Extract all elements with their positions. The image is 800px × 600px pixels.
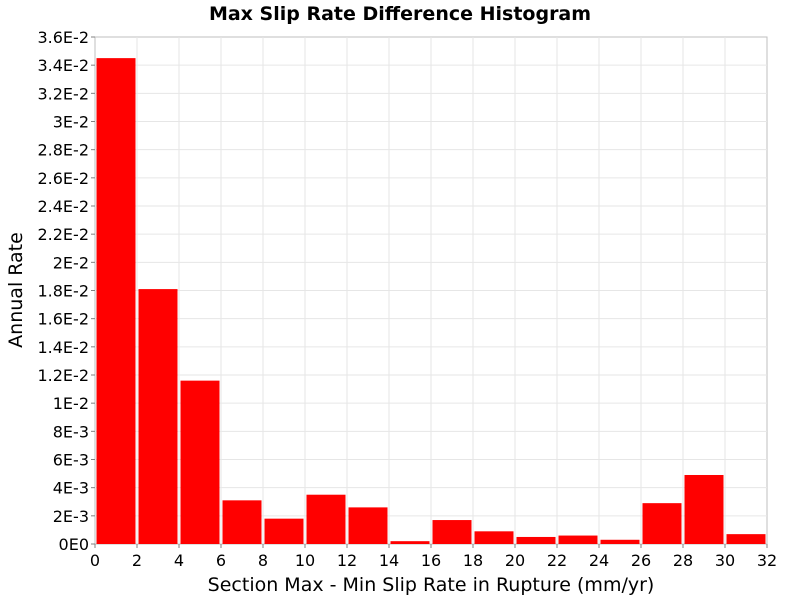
histogram-bar	[684, 474, 724, 544]
y-tick-label: 4E-3	[53, 479, 89, 498]
x-tick-label: 20	[505, 551, 525, 570]
y-tick-label: 8E-3	[53, 422, 89, 441]
histogram-bar	[600, 539, 640, 544]
x-tick-label: 14	[379, 551, 399, 570]
x-tick-label: 32	[757, 551, 777, 570]
x-tick-label: 18	[463, 551, 483, 570]
x-tick-label: 0	[90, 551, 100, 570]
y-tick-label: 3.6E-2	[37, 28, 89, 47]
x-tick-label: 6	[216, 551, 226, 570]
histogram-bar	[516, 536, 556, 544]
bars	[96, 58, 766, 544]
histogram-bar	[558, 535, 598, 544]
histogram-bar	[264, 518, 304, 544]
y-tick-label: 2.2E-2	[37, 225, 89, 244]
histogram-bar	[726, 534, 766, 544]
histogram-bar	[432, 520, 472, 544]
y-tick-label: 0E0	[59, 535, 89, 554]
histogram-bar	[390, 541, 430, 544]
x-tick-label: 8	[258, 551, 268, 570]
y-tick-label: 1.2E-2	[37, 366, 89, 385]
x-tick-label: 10	[295, 551, 315, 570]
y-tick-label: 6E-3	[53, 451, 89, 470]
histogram-bar	[642, 503, 682, 544]
x-tick-label: 28	[673, 551, 693, 570]
histogram-bar	[474, 531, 514, 544]
y-tick-label: 3.2E-2	[37, 84, 89, 103]
y-tick-label: 1.4E-2	[37, 338, 89, 357]
y-axis-label: Annual Rate	[5, 232, 27, 348]
y-tick-label: 2.4E-2	[37, 197, 89, 216]
histogram-bar	[180, 380, 220, 544]
y-tick-label: 3E-2	[53, 113, 89, 132]
x-tick-label: 26	[631, 551, 651, 570]
x-tick-label: 30	[715, 551, 735, 570]
x-axis-label: Section Max - Min Slip Rate in Rupture (…	[208, 574, 655, 596]
y-tick-label: 1.8E-2	[37, 282, 89, 301]
histogram-bar	[138, 289, 178, 544]
histogram-bar	[222, 500, 262, 544]
x-tick-label: 4	[174, 551, 184, 570]
x-tick-label: 12	[337, 551, 357, 570]
chart-title: Max Slip Rate Difference Histogram	[209, 3, 591, 25]
x-tick-label: 16	[421, 551, 441, 570]
y-tick-label: 2E-2	[53, 253, 89, 272]
y-tick-label: 1E-2	[53, 394, 89, 413]
histogram-bar	[348, 507, 388, 544]
y-tick-label: 3.4E-2	[37, 56, 89, 75]
y-axis-ticks: 0E0 2E-3 4E-3 6E-3 8E-3 1E-2 1.2E-2 1.4E-2 1.6E-…	[37, 28, 95, 554]
x-axis-ticks: 0 2 4 6 8 10 12 14 16 18 20 22 24 26 28 30 32	[90, 544, 777, 570]
x-tick-label: 22	[547, 551, 567, 570]
y-tick-label: 2E-3	[53, 507, 89, 526]
y-tick-label: 1.6E-2	[37, 310, 89, 329]
histogram-bar	[96, 58, 136, 544]
y-tick-label: 2.8E-2	[37, 141, 89, 160]
histogram-bar	[306, 494, 346, 544]
x-tick-label: 2	[132, 551, 142, 570]
y-tick-label: 2.6E-2	[37, 169, 89, 188]
x-tick-label: 24	[589, 551, 609, 570]
